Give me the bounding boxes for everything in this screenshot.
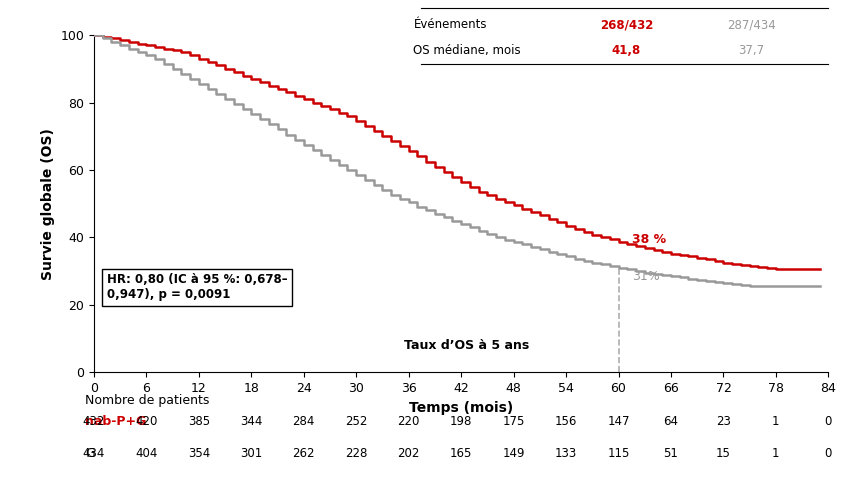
Text: 41,8: 41,8 <box>611 44 641 57</box>
Text: 115: 115 <box>606 447 629 460</box>
Text: 1: 1 <box>771 415 779 428</box>
Text: 0: 0 <box>824 447 831 460</box>
Text: 287/434: 287/434 <box>726 19 775 32</box>
Text: 165: 165 <box>450 447 472 460</box>
Text: 31%: 31% <box>631 270 659 283</box>
Text: 38 %: 38 % <box>631 232 665 245</box>
Text: 1: 1 <box>771 447 779 460</box>
Text: 252: 252 <box>345 415 367 428</box>
Text: 156: 156 <box>554 415 577 428</box>
Text: 202: 202 <box>397 447 420 460</box>
Text: G: G <box>85 447 95 460</box>
Text: 198: 198 <box>450 415 472 428</box>
Text: 420: 420 <box>135 415 158 428</box>
Text: 228: 228 <box>345 447 367 460</box>
Text: 354: 354 <box>188 447 210 460</box>
Text: 149: 149 <box>502 447 525 460</box>
Text: 404: 404 <box>135 447 158 460</box>
Text: 0: 0 <box>824 415 831 428</box>
Text: 268/432: 268/432 <box>599 19 653 32</box>
Text: nab-P+G: nab-P+G <box>85 415 147 428</box>
Text: 301: 301 <box>240 447 262 460</box>
Text: 434: 434 <box>83 447 105 460</box>
Text: 15: 15 <box>715 447 730 460</box>
X-axis label: Temps (mois): Temps (mois) <box>409 401 513 414</box>
Text: 64: 64 <box>663 415 677 428</box>
Text: Taux d’OS à 5 ans: Taux d’OS à 5 ans <box>403 339 529 352</box>
Text: HR: 0,80 (IC à 95 %: 0,678–
0,947), p = 0,0091: HR: 0,80 (IC à 95 %: 0,678– 0,947), p = … <box>107 274 287 302</box>
Text: 175: 175 <box>502 415 525 428</box>
Text: 220: 220 <box>397 415 420 428</box>
Text: Événements: Événements <box>413 19 486 32</box>
Text: 344: 344 <box>240 415 262 428</box>
Text: Nombre de patients: Nombre de patients <box>85 394 209 407</box>
Text: 147: 147 <box>606 415 629 428</box>
Text: 37,7: 37,7 <box>737 44 763 57</box>
Text: 133: 133 <box>554 447 577 460</box>
Text: 284: 284 <box>293 415 315 428</box>
Text: 23: 23 <box>715 415 730 428</box>
Y-axis label: Survie globale (OS): Survie globale (OS) <box>41 128 55 280</box>
Text: 262: 262 <box>293 447 315 460</box>
Text: 385: 385 <box>188 415 210 428</box>
Text: 432: 432 <box>83 415 105 428</box>
Text: OS médiane, mois: OS médiane, mois <box>413 44 520 57</box>
Text: 51: 51 <box>663 447 677 460</box>
